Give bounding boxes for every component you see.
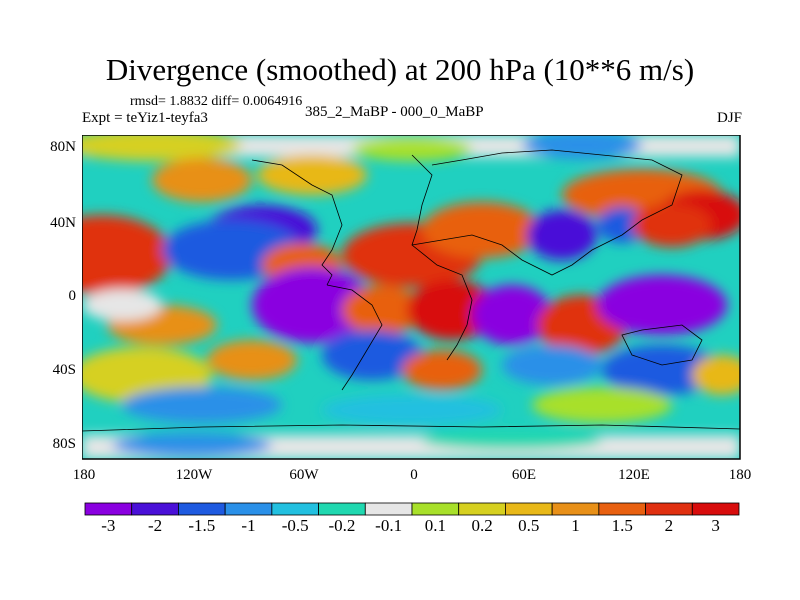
colorbar-swatch [318,502,366,516]
x-tick-60e: 60E [511,467,537,483]
colorbar-swatch [178,502,226,516]
season-label: DJF [716,110,742,126]
colorbar-swatch [458,502,506,516]
map-title: Divergence (smoothed) at 200 hPa (10**6 … [105,52,695,87]
colorbar-label: -0.5 [281,516,309,535]
colorbar-swatch [551,502,600,516]
colorbar-swatch [505,502,553,516]
colorbar-label: -3 [101,516,116,535]
x-tick-180w: 180 [72,467,96,483]
colorbar-swatch [645,502,693,516]
x-tick-60w: 60W [289,467,319,483]
stats-label: rmsd= 1.8832 diff= 0.0064916 [130,94,303,109]
colorbar-label: -1.5 [188,516,216,535]
colorbar-swatch [131,502,179,516]
colorbar-swatch [598,502,646,516]
colorbar-swatch [691,502,740,516]
colorbar-label: 0.1 [424,516,446,535]
x-tick-120e: 120E [618,467,650,483]
colorbar-label: -1 [241,516,256,535]
divergence-map [82,135,741,460]
colorbar-label: 0.5 [518,516,540,535]
comparison-label: 385_2_MaBP - 000_0_MaBP [305,104,484,120]
y-tick-40s: 40S [52,362,76,378]
colorbar-label: 1 [571,516,580,535]
y-tick-0: 0 [68,288,77,304]
coastlines [82,149,740,432]
experiment-label: Expt = teYiz1-teyfa3 [82,110,208,126]
colorbar-label: -0.2 [328,516,356,535]
x-tick-120w: 120W [175,467,213,483]
colorbar-swatch [224,502,273,516]
y-tick-80s: 80S [52,436,76,452]
colorbar-swatch [271,502,319,516]
x-tick-0: 0 [410,467,418,483]
colorbar-label: 2 [664,516,674,535]
y-tick-80n: 80N [50,139,76,155]
colorbar-label: 3 [711,516,720,535]
colorbar-swatch [84,502,133,516]
x-tick-180e: 180 [728,467,752,483]
y-tick-40n: 40N [50,215,76,231]
colorbar-label: -0.1 [375,516,403,535]
colorbar-label: 0.2 [471,516,493,535]
colorbar-label: -2 [147,516,163,535]
colorbar [84,502,740,516]
colorbar-label: 1.5 [611,516,633,535]
colorbar-swatch [411,502,460,516]
colorbar-swatch [364,502,413,516]
